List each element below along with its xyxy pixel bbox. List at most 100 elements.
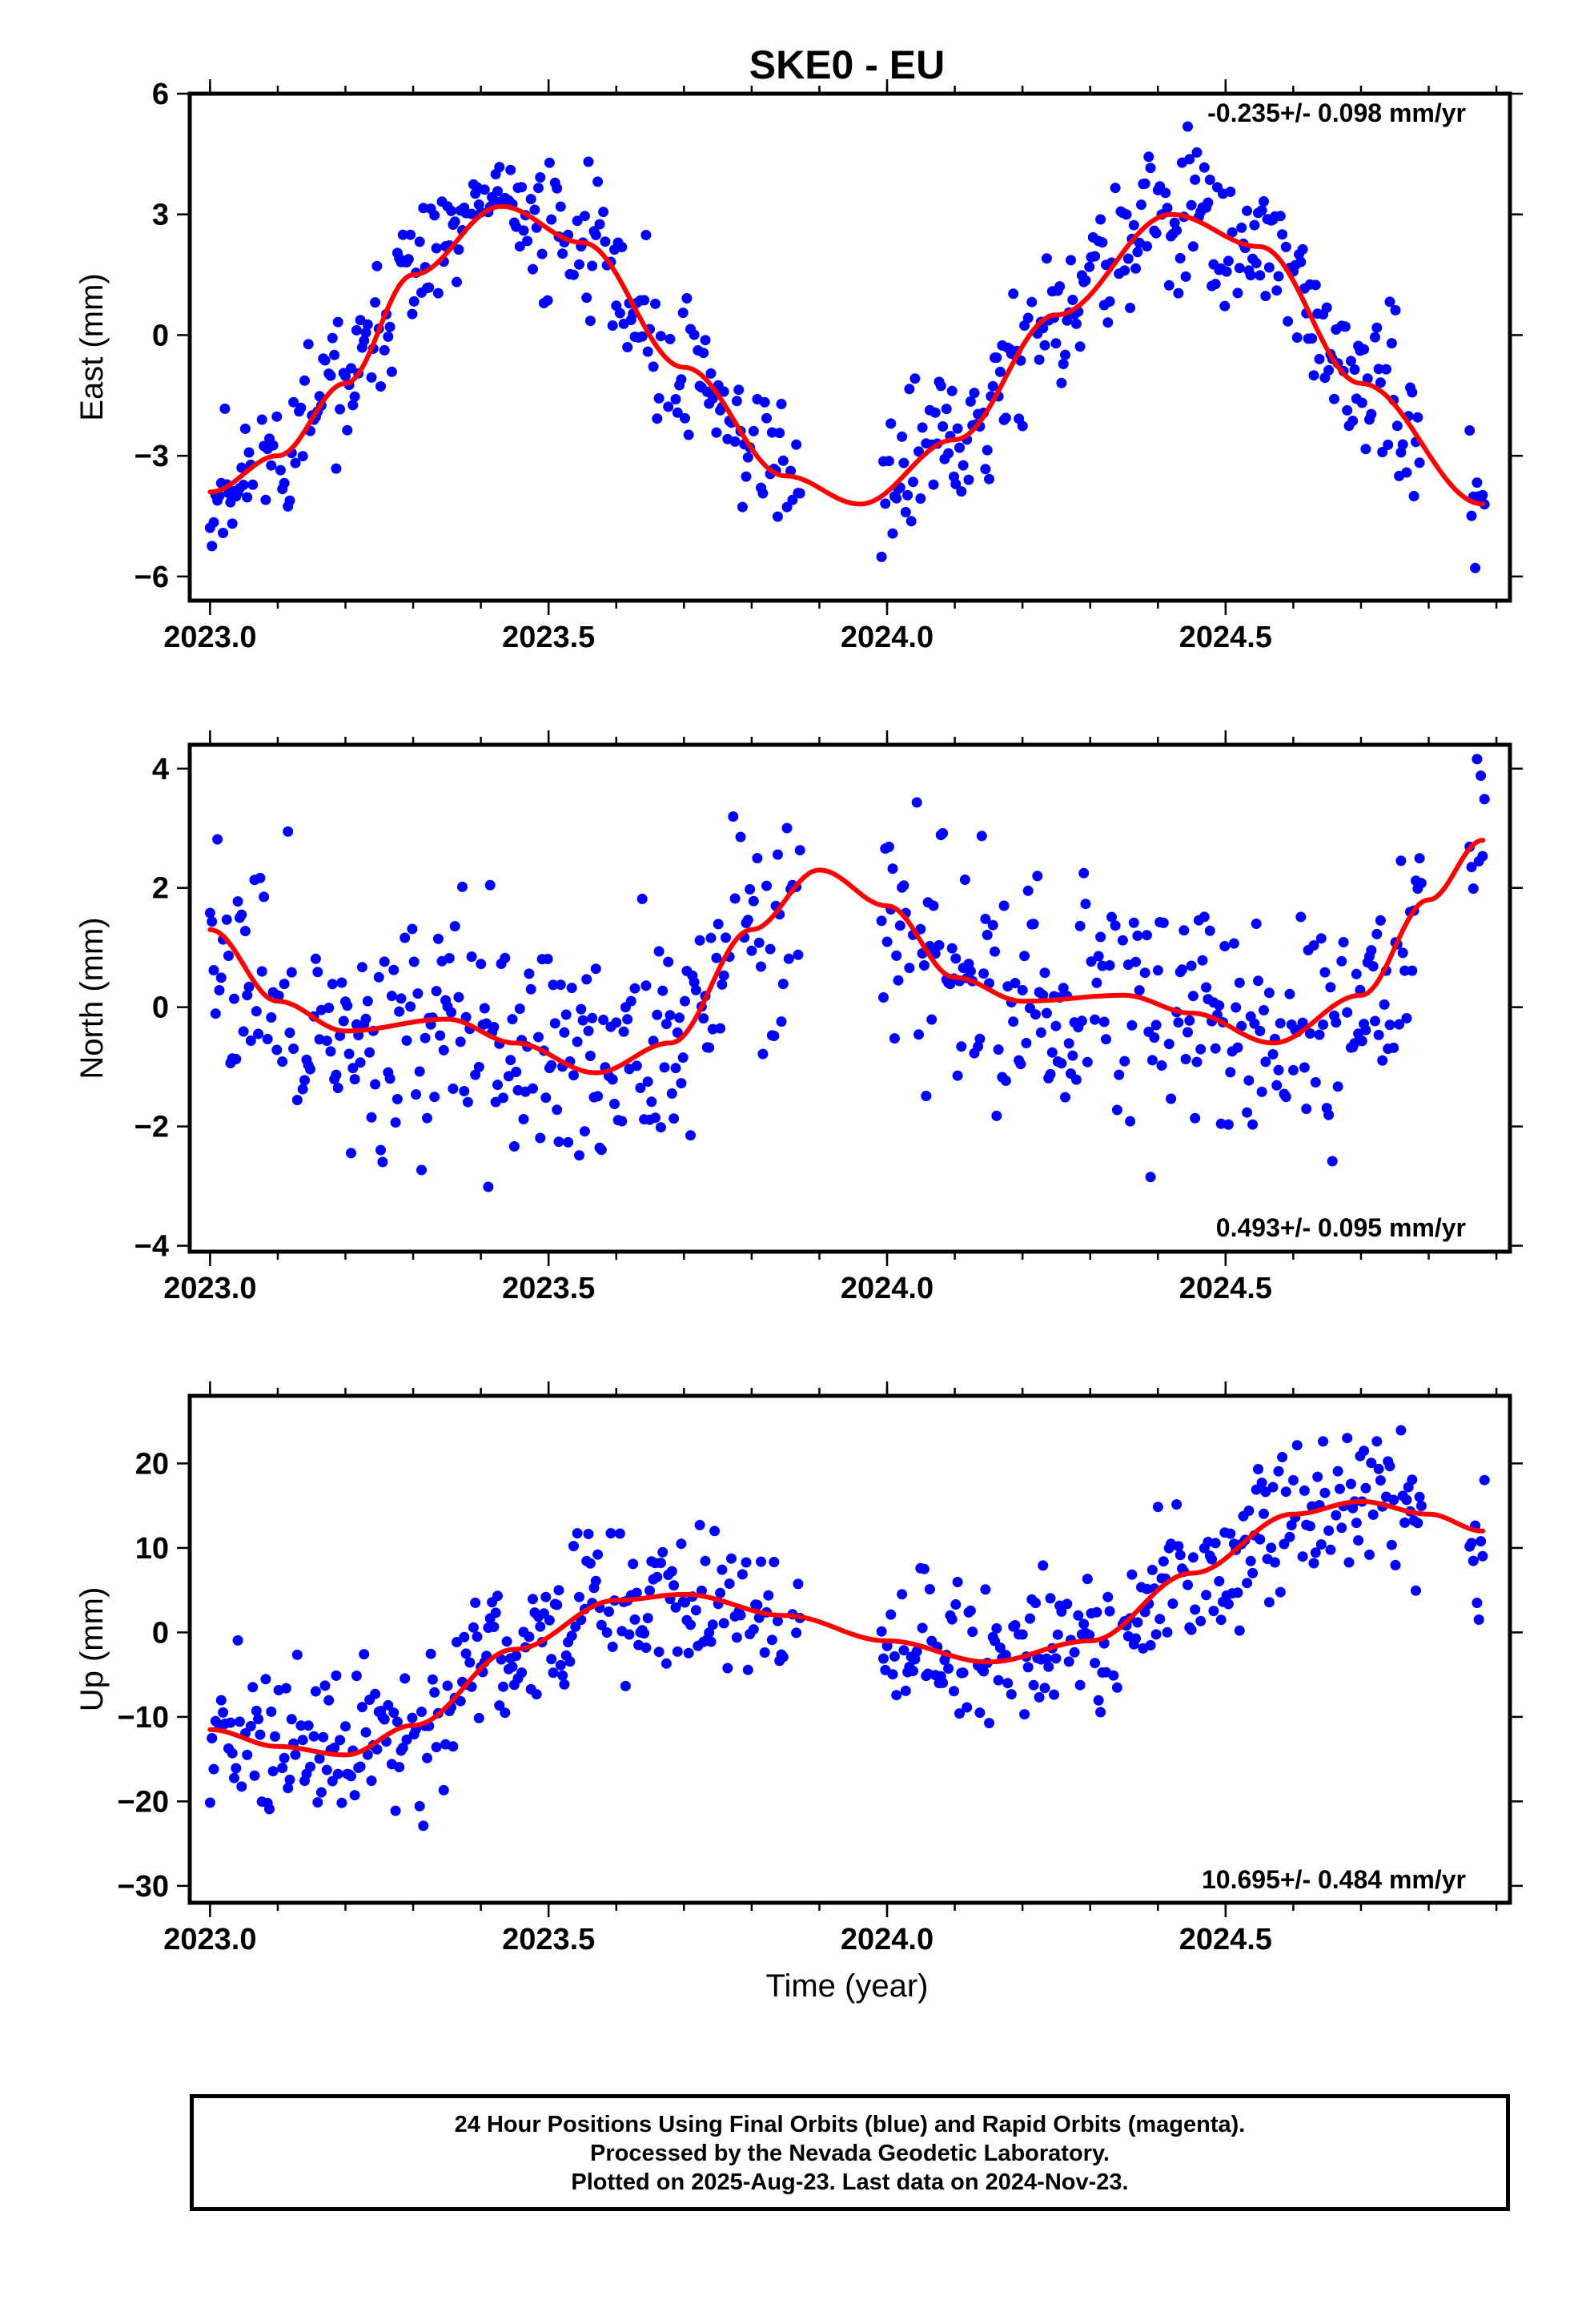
data-point — [332, 1083, 343, 1093]
data-point — [223, 951, 234, 961]
data-point — [1062, 1598, 1073, 1610]
data-point — [1046, 1047, 1058, 1058]
data-point — [1104, 296, 1115, 307]
data-point — [1407, 387, 1418, 398]
data-point — [1034, 1691, 1045, 1703]
data-point — [590, 230, 601, 240]
data-point — [987, 919, 998, 931]
data-point — [1050, 1020, 1062, 1031]
data-point — [980, 1584, 991, 1595]
data-point — [1122, 253, 1134, 264]
data-point — [1401, 467, 1412, 478]
data-point — [560, 1009, 572, 1020]
data-point — [227, 1747, 238, 1759]
data-point — [1247, 1119, 1259, 1130]
data-point — [407, 1712, 418, 1723]
data-point — [700, 1555, 711, 1566]
data-point — [1370, 332, 1380, 343]
data-point — [1028, 1679, 1039, 1691]
x-tick-label: 2023.5 — [502, 621, 595, 654]
data-point — [259, 891, 270, 903]
data-point — [1225, 1067, 1236, 1078]
data-point — [909, 373, 921, 384]
data-point — [880, 498, 891, 509]
data-point — [652, 1009, 663, 1020]
data-point — [1394, 1019, 1405, 1030]
data-point — [1022, 312, 1034, 324]
data-point — [781, 501, 793, 513]
data-point — [729, 436, 741, 447]
data-point — [1060, 1092, 1070, 1103]
data-point — [769, 1031, 780, 1041]
data-point — [1150, 1019, 1162, 1031]
data-point — [297, 1735, 308, 1746]
data-point — [1414, 853, 1425, 864]
data-point — [748, 895, 759, 907]
data-point — [429, 1092, 440, 1103]
data-point — [909, 1654, 921, 1665]
data-point — [636, 331, 648, 342]
data-point — [568, 269, 579, 280]
data-point — [1277, 1452, 1288, 1462]
data-point — [431, 1742, 442, 1753]
data-point — [1104, 1606, 1115, 1617]
data-point — [1327, 1156, 1338, 1167]
data-point — [1097, 237, 1108, 248]
data-point — [1145, 1640, 1156, 1651]
data-point — [1074, 341, 1086, 352]
data-point — [295, 402, 307, 413]
data-point — [314, 1753, 325, 1764]
data-point — [204, 907, 215, 919]
data-point — [620, 1680, 631, 1691]
data-point — [1022, 885, 1034, 896]
data-point — [733, 384, 745, 396]
data-point — [891, 950, 902, 961]
data-point — [950, 479, 962, 489]
data-point — [639, 295, 650, 306]
y-tick-label: 10 — [135, 1532, 169, 1566]
data-point — [646, 1096, 657, 1108]
data-point — [528, 1083, 538, 1094]
data-point — [1000, 412, 1011, 424]
data-point — [431, 243, 442, 254]
data-point — [1150, 227, 1162, 239]
data-point — [993, 1675, 1004, 1686]
data-point — [401, 1035, 412, 1046]
data-point — [793, 949, 804, 960]
data-point — [1242, 205, 1253, 216]
data-point — [1223, 255, 1234, 267]
data-point — [1121, 209, 1132, 220]
data-point — [1476, 770, 1487, 782]
data-point — [609, 1099, 620, 1109]
data-point — [229, 1772, 239, 1783]
data-point — [982, 444, 993, 456]
data-point — [753, 1612, 765, 1623]
data-point — [752, 1599, 763, 1610]
data-point — [1126, 1569, 1138, 1580]
data-point — [1468, 1555, 1479, 1566]
data-point — [1035, 1027, 1046, 1038]
data-point — [1323, 1525, 1335, 1536]
data-point — [1026, 296, 1038, 308]
data-point — [672, 407, 683, 418]
data-point — [596, 1144, 607, 1156]
data-point — [524, 968, 535, 979]
data-point — [208, 965, 219, 975]
data-point — [427, 1674, 438, 1685]
data-point — [1347, 416, 1359, 426]
data-point — [1269, 1557, 1280, 1568]
data-point — [669, 1113, 680, 1124]
data-point — [1353, 1535, 1364, 1546]
data-point — [655, 331, 666, 342]
data-point — [1090, 251, 1101, 262]
data-point — [1158, 917, 1169, 928]
data-point — [555, 1659, 566, 1671]
data-point — [288, 1043, 299, 1054]
data-point — [1367, 1509, 1379, 1520]
data-point — [574, 1591, 584, 1602]
data-point — [448, 1741, 459, 1752]
data-point — [379, 1714, 390, 1725]
data-point — [422, 1752, 432, 1763]
data-point — [1308, 940, 1319, 951]
caption-box: 24 Hour Positions Using Final Orbits (bl… — [190, 2094, 1510, 2211]
